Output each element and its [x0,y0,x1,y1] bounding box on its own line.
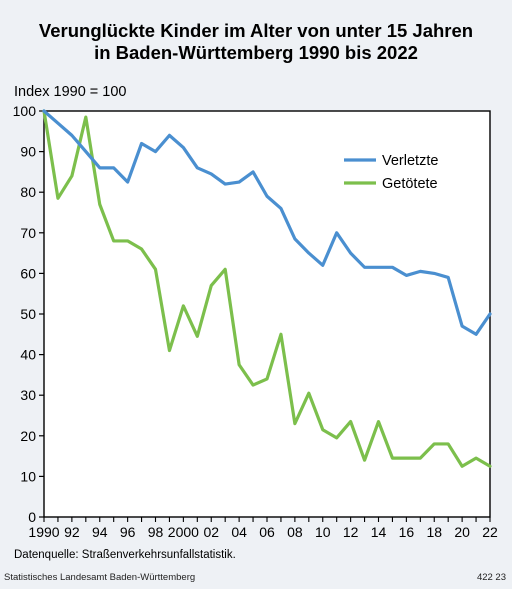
plot-area [43,110,491,518]
x-tick-label: 12 [343,524,359,540]
x-tick-label: 98 [148,524,164,540]
x-tick-label: 92 [64,524,80,540]
legend: Verletzte Getötete [344,153,438,192]
x-tick-label: 06 [259,524,275,540]
y-tick-label: 50 [20,306,36,322]
y-tick-label: 10 [20,468,36,484]
y-axis-label: Index 1990 = 100 [14,84,127,100]
legend-label: Verletzte [382,153,438,169]
x-tick-label: 14 [371,524,387,540]
x-tick-label: 2000 [168,524,199,540]
title-line-2: in Baden-Württemberg 1990 bis 2022 [94,42,418,63]
y-axis-ticks: 0 10 20 30 40 50 60 70 80 90 100 [13,103,44,525]
y-tick-label: 20 [20,428,36,444]
publisher-label: Statistisches Landesamt Baden-Württember… [4,572,196,583]
x-tick-label: 1990 [28,524,59,540]
y-tick-label: 30 [20,387,36,403]
x-axis-ticks: 1990 92 94 96 98 2000 02 04 06 08 10 12 14 16 18 20 22 [28,517,498,540]
y-tick-label: 90 [20,144,36,160]
plot-frame [43,110,491,518]
x-tick-label: 02 [203,524,219,540]
chart-code: 422 23 [476,572,506,583]
x-tick-label: 96 [120,524,136,540]
x-tick-label: 18 [426,524,442,540]
x-tick-label: 16 [399,524,415,540]
x-tick-label: 20 [454,524,470,540]
x-tick-label: 10 [315,524,331,540]
series-line-getötete [42,109,492,468]
data-source-note: Datenquelle: Straßenverkehrsunfallstatis… [14,549,236,561]
x-tick-label: 08 [287,524,303,540]
series-line-verletzte [42,109,492,336]
legend-label: Getötete [382,176,438,192]
y-tick-label: 70 [20,225,36,241]
y-tick-label: 60 [20,265,36,281]
y-tick-label: 100 [13,103,37,119]
series-lines [42,109,492,468]
chart-title: Verunglückte Kinder im Alter von unter 1… [0,20,512,64]
y-tick-label: 80 [20,184,36,200]
x-tick-label: 22 [482,524,498,540]
y-tick-label: 40 [20,347,36,363]
x-tick-label: 94 [92,524,108,540]
y-tick-label: 0 [28,509,36,525]
title-line-1: Verunglückte Kinder im Alter von unter 1… [38,20,474,41]
x-tick-label: 04 [231,524,247,540]
